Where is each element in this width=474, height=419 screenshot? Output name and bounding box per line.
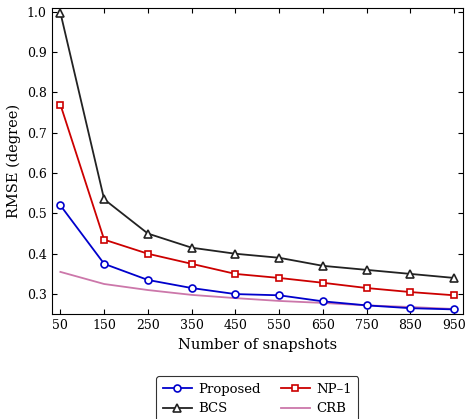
Legend: Proposed, BCS, NP–1, CRB: Proposed, BCS, NP–1, CRB — [156, 376, 358, 419]
Y-axis label: RMSE (degree): RMSE (degree) — [7, 104, 21, 218]
X-axis label: Number of snapshots: Number of snapshots — [178, 338, 337, 352]
